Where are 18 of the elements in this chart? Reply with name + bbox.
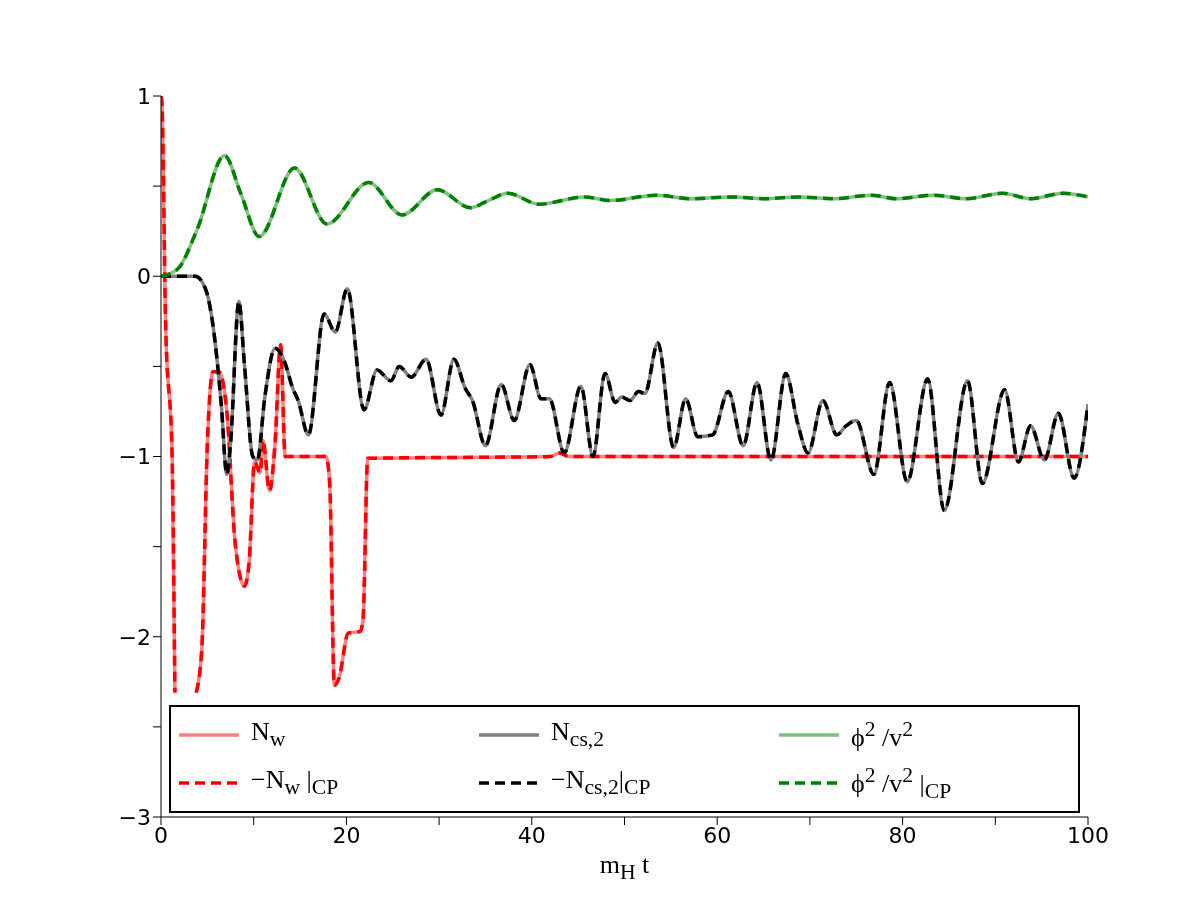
legend-label: N$_{cs,2}$ [551,717,605,753]
legend-label: −N$_{cs,2}$|$_{CP}$ [551,765,651,801]
y-tick-label: −2 [118,624,151,650]
x-tick-label: 100 [1067,822,1109,848]
x-tick-label: 20 [332,822,361,848]
x-tick-label: 40 [517,822,546,848]
legend-label: −N$_{w}$ |$_{CP}$ [251,765,339,801]
y-tick-label: 0 [137,264,151,290]
y-tick-label: −3 [118,804,151,830]
y-tick-label: −1 [118,444,151,470]
legend-label: N$_{w}$ [251,717,286,753]
x-axis-title: m$_{H}$ t [599,850,650,885]
legend-label: ϕ$^{2}$ /v$^{2}$ |$_{CP}$ [851,762,952,804]
x-tick-label: 60 [703,822,732,848]
legend-label: ϕ$^{2}$ /v$^{2}$ [851,717,914,753]
x-tick-label: 80 [888,822,917,848]
y-tick-label: 1 [137,83,151,109]
x-tick-label: 0 [154,822,168,848]
